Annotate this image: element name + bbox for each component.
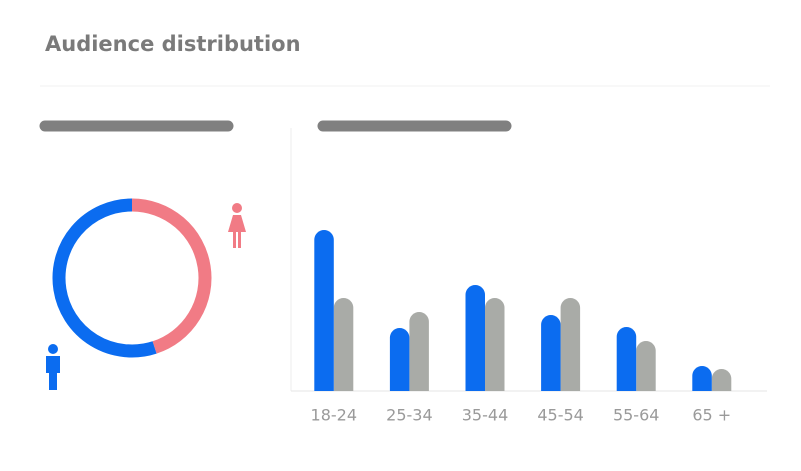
donut-segment <box>52 198 157 358</box>
bar <box>692 366 712 391</box>
female-icon <box>228 203 246 248</box>
x-tick-label: 35-44 <box>462 406 509 425</box>
bar <box>560 298 581 391</box>
bar <box>465 285 485 391</box>
x-tick-label: 25-34 <box>386 406 433 425</box>
bar <box>333 298 354 391</box>
donut-segment <box>131 198 212 354</box>
male-icon <box>46 344 60 390</box>
page-title: Audience distribution <box>45 32 301 56</box>
bar <box>711 369 732 391</box>
x-tick-label: 18-24 <box>311 406 358 425</box>
x-tick-label: 65 + <box>692 406 731 425</box>
bar <box>636 341 656 391</box>
bar <box>409 312 429 391</box>
x-tick-label: 45-54 <box>537 406 584 425</box>
x-tick-label: 55-64 <box>613 406 660 425</box>
bar <box>389 328 410 391</box>
bar <box>541 315 561 391</box>
bar <box>485 298 505 391</box>
bar <box>314 230 334 391</box>
bar <box>616 327 637 391</box>
